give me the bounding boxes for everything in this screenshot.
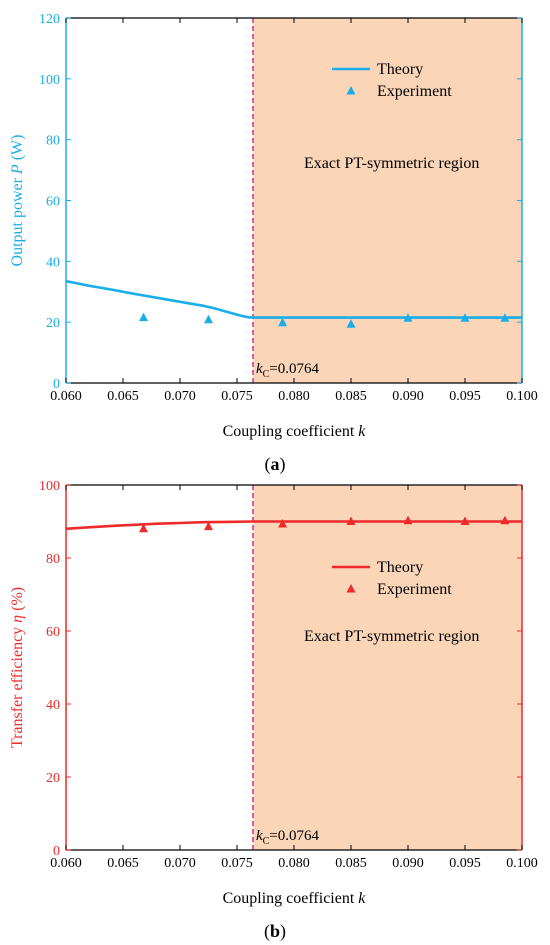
panel-b-y-tick-label: 40 [46,698,60,713]
panel-b-experiment-point-7 [500,515,510,525]
panel-b-y-tick-label: 60 [46,625,60,640]
panel-b-x-tick-label: 0.100 [506,856,538,871]
panel-a-kc-label-sub: C [263,369,270,380]
panel-a-x-axis-label-symbol: k [358,423,366,440]
panel-a-y-tick-label: 60 [46,195,60,210]
panel-b-panel-label-close: ) [280,921,286,942]
panel-b-legend-experiment-label: Experiment [377,581,452,598]
panel-b-x-tick-label: 0.080 [278,856,310,871]
panel-a-x-tick-label: 0.060 [50,389,82,404]
panel-a-kc-label-value: =0.0764 [269,361,319,377]
panel-b-y-axis-label-text: Transfer efficiency [9,623,26,748]
panel-a-experiment-point-2 [204,314,213,324]
panel-a-panel-label: (a) [265,454,286,475]
panel-a-y-axis-label: Output power P (W) [9,135,26,267]
panel-b-pt-region [252,485,522,850]
panel-b-legend-experiment-swatch [346,584,356,593]
panel-a-x-axis-label-text: Coupling coefficient [223,423,359,440]
panel-a-kc-label: kC=0.0764 [256,361,320,380]
panel-b-x-axis-label-symbol: k [358,890,366,907]
panel-b-x-tick-label: 0.085 [335,856,367,871]
panel-a-chart: Exact PT-symmetric regionkC=0.0764Theory… [9,12,538,475]
panel-a-series-theory-line [65,279,522,319]
panel-b-x-axis-label: Coupling coefficient k [223,890,367,907]
panel-a-y-axis-label-unit: (W) [9,135,26,165]
panel-a-y-tick-label: 80 [46,134,60,149]
panel-b-experiment-point-3 [278,519,288,528]
panel-b-y-axis-label-unit: (%) [9,587,26,615]
panel-a-x-tick-label: 0.090 [392,389,424,404]
panel-a-y-axis-label-text: Output power [9,174,26,266]
panel-a-kc-label-k: k [256,361,263,377]
panel-a-x-tick-label: 0.085 [335,389,367,404]
panel-a-experiment-point-4 [346,319,356,328]
panel-b-panel-label-open: ( [264,921,270,942]
panel-b-panel-label: (b) [264,921,286,942]
panel-a-x-tick-label: 0.080 [278,389,310,404]
panel-b-experiment-point-4 [346,516,356,525]
panel-a-panel-label-open: ( [265,454,271,475]
panel-a-legend-experiment-label: Experiment [377,83,452,100]
panel-a-y-tick-label: 120 [39,12,60,27]
panel-a-legend-theory-label: Theory [377,61,423,78]
panel-b-x-tick-label: 0.060 [50,856,82,871]
panel-b-x-tick-label: 0.070 [164,856,196,871]
panel-b-experiment-point-2 [204,521,213,531]
panel-b-legend-theory-label: Theory [377,559,423,576]
panel-b-chart: Exact PT-symmetric regionkC=0.0764Theory… [9,479,538,942]
panel-b-y-axis-label-symbol: η [9,615,26,623]
panel-a-x-tick-label: 0.065 [107,389,139,404]
panel-b-region-label: Exact PT-symmetric region [304,628,479,645]
panel-b-kc-label: kC=0.0764 [256,828,320,847]
panel-b-x-tick-label: 0.075 [221,856,253,871]
panel-a-legend-experiment-swatch [346,86,356,95]
panel-a-panel-label-close: ) [280,454,286,475]
panel-a-experiment-point-6 [460,313,470,322]
panel-b-x-tick-label: 0.095 [449,856,481,871]
panel-b-experiment-point-5 [403,515,413,525]
panel-a-experiment-point-5 [403,313,413,322]
panel-b-experiment-point-6 [460,516,470,525]
panel-b-experiment-point-1 [139,523,149,533]
panel-a-y-tick-label: 40 [46,255,60,270]
panel-b-kc-label-sub: C [263,836,270,847]
panel-a-panel-label-letter: a [271,454,280,474]
panel-b-x-tick-label: 0.065 [107,856,139,871]
panel-a-y-tick-label: 20 [46,316,60,331]
panel-b-kc-label-k: k [256,828,263,844]
panel-a-y-tick-label: 100 [39,73,60,88]
panel-a-experiment-point-7 [500,313,510,322]
panel-b-x-tick-label: 0.090 [392,856,424,871]
panel-a-y-tick-label: 0 [53,377,60,392]
panel-b-y-tick-label: 0 [53,844,60,859]
panel-b-y-tick-label: 100 [39,479,60,494]
panel-b-y-tick-label: 80 [46,552,60,567]
panel-a-y-axis-label-symbol: P [9,164,26,175]
panel-b-kc-label-value: =0.0764 [269,828,319,844]
panel-a-experiment-point-1 [139,312,149,322]
panel-a-pt-region [252,18,522,383]
panel-a-region-label: Exact PT-symmetric region [304,155,479,172]
panel-a-x-axis-label: Coupling coefficient k [223,423,367,440]
panel-b-y-tick-label: 20 [46,771,60,786]
panel-b-x-axis-label-text: Coupling coefficient [223,890,359,907]
panel-b-y-axis-label: Transfer efficiency η (%) [9,587,26,748]
panel-b-panel-label-letter: b [270,921,280,941]
panel-b-series-theory-line [65,520,522,531]
panel-a-experiment-point-3 [278,317,288,327]
panel-a-x-tick-label: 0.095 [449,389,481,404]
panel-a-x-tick-label: 0.070 [164,389,196,404]
panel-a-x-tick-label: 0.100 [506,389,538,404]
panel-a-x-tick-label: 0.075 [221,389,253,404]
